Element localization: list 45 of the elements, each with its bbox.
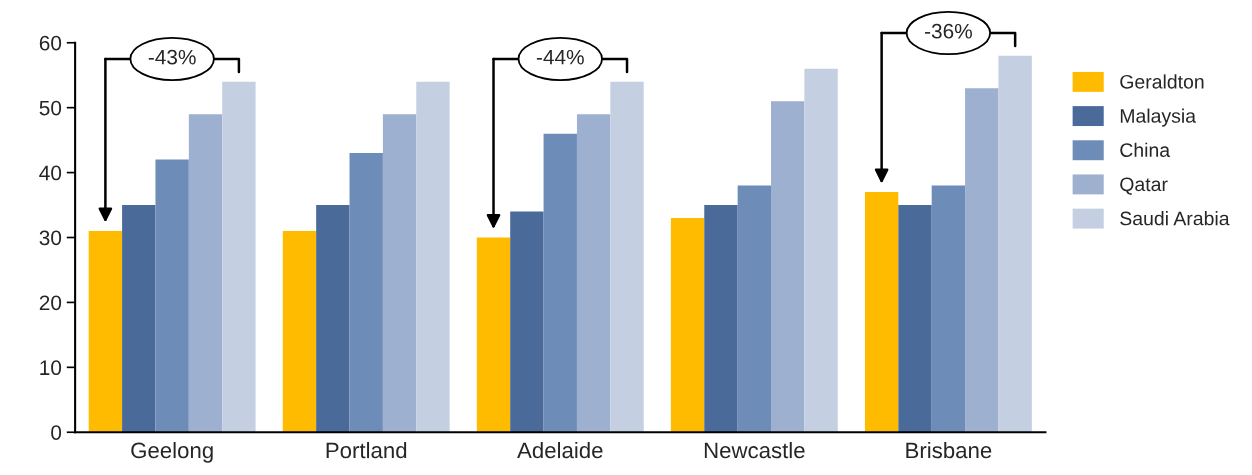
bar	[282, 231, 317, 433]
annotation: -43%	[148, 49, 196, 65]
legend-label: Saudi Arabia	[1120, 211, 1230, 226]
legend-label: China	[1120, 142, 1171, 157]
y-tick-label: 20	[39, 295, 62, 311]
bar	[476, 237, 511, 433]
bar	[576, 114, 611, 433]
y-tick-label: 40	[39, 165, 62, 181]
y-tick-label: 0	[51, 425, 62, 440]
legend-label: Geraldton	[1120, 74, 1204, 89]
bar	[998, 55, 1032, 433]
bar	[122, 205, 156, 433]
bar	[898, 205, 932, 433]
y-tick-label: 10	[40, 360, 62, 376]
x-tick-label: Portland	[326, 441, 407, 459]
x-tick-label: Newcastle	[704, 441, 805, 459]
bar	[416, 81, 450, 433]
bar	[316, 205, 350, 433]
y-tick-label: 30	[39, 230, 62, 246]
bar	[737, 185, 772, 433]
annotation: -44%	[536, 49, 584, 65]
bar	[610, 81, 644, 433]
bar	[670, 218, 705, 433]
x-tick-label: Geelong	[131, 441, 213, 463]
bar	[804, 68, 838, 433]
legend-label: Malaysia	[1120, 108, 1197, 127]
y-tick-label: 60	[39, 35, 62, 51]
bar	[771, 101, 805, 433]
bar	[931, 185, 966, 433]
bar	[864, 192, 899, 433]
x-tick-label: Brisbane	[906, 441, 992, 459]
legend-label: Qatar	[1120, 177, 1168, 195]
x-tick-label: Adelaide	[517, 441, 603, 459]
bar	[155, 159, 189, 433]
bar	[88, 231, 123, 433]
text: -36%	[925, 23, 972, 39]
bar	[382, 114, 417, 433]
bar	[349, 153, 383, 433]
y-tick-label: 50	[39, 100, 62, 116]
bar	[965, 88, 999, 433]
bar	[188, 114, 223, 433]
bar	[510, 211, 544, 433]
bar	[543, 133, 577, 433]
bar	[222, 81, 256, 433]
bar	[704, 205, 738, 433]
